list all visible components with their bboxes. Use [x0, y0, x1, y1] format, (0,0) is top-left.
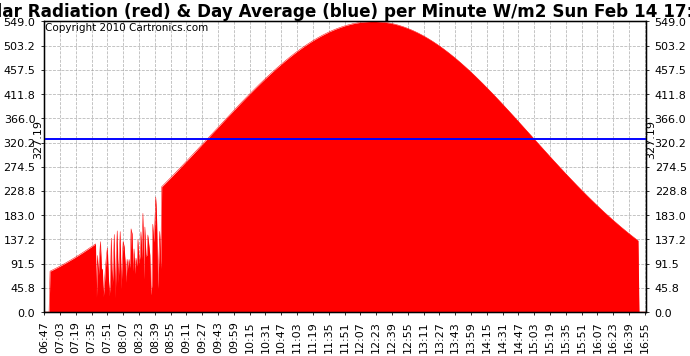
Text: Copyright 2010 Cartronics.com: Copyright 2010 Cartronics.com [46, 23, 208, 33]
Title: Solar Radiation (red) & Day Average (blue) per Minute W/m2 Sun Feb 14 17:26: Solar Radiation (red) & Day Average (blu… [0, 3, 690, 21]
Text: 327.19: 327.19 [34, 120, 43, 159]
Text: 327.19: 327.19 [647, 120, 656, 159]
